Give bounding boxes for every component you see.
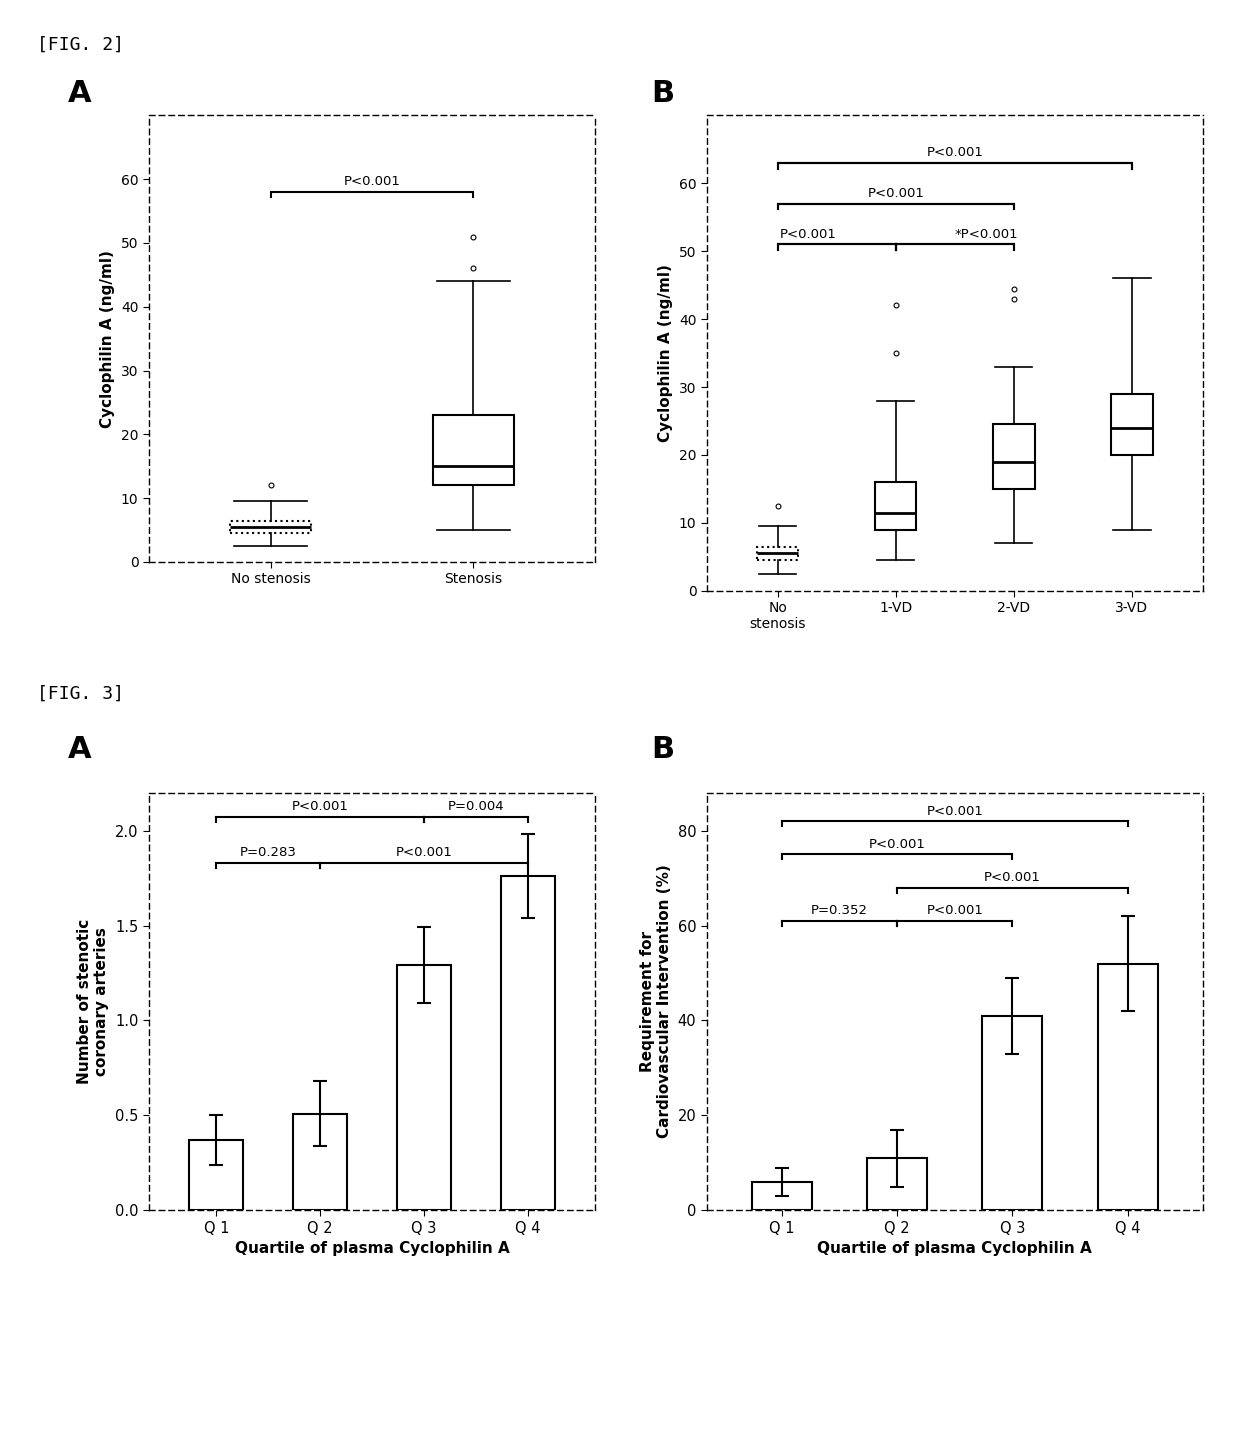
- Bar: [867, 1159, 928, 1210]
- Bar: [229, 520, 311, 533]
- Text: P=0.352: P=0.352: [811, 905, 868, 918]
- Text: [FIG. 2]: [FIG. 2]: [37, 36, 124, 53]
- Y-axis label: Cyclophilin A (ng/ml): Cyclophilin A (ng/ml): [100, 249, 115, 428]
- Text: B: B: [651, 735, 675, 764]
- Text: P<0.001: P<0.001: [926, 146, 983, 159]
- Text: A: A: [68, 735, 92, 764]
- X-axis label: Quartile of plasma Cyclophilin A: Quartile of plasma Cyclophilin A: [234, 1241, 510, 1257]
- Bar: [293, 1114, 347, 1210]
- Bar: [1111, 393, 1153, 455]
- Bar: [501, 876, 554, 1210]
- Text: P<0.001: P<0.001: [926, 905, 983, 918]
- Y-axis label: Number of stenotic
coronary arteries: Number of stenotic coronary arteries: [77, 919, 109, 1084]
- Bar: [1097, 964, 1158, 1210]
- Text: *P<0.001: *P<0.001: [955, 228, 1018, 241]
- Text: A: A: [68, 79, 92, 108]
- Bar: [751, 1182, 812, 1210]
- Text: P<0.001: P<0.001: [869, 837, 925, 852]
- Text: P<0.001: P<0.001: [343, 176, 401, 189]
- Text: P<0.001: P<0.001: [291, 800, 348, 813]
- Bar: [190, 1140, 243, 1210]
- Bar: [756, 546, 799, 561]
- Y-axis label: Cyclophilin A (ng/ml): Cyclophilin A (ng/ml): [658, 264, 673, 442]
- X-axis label: Quartile of plasma Cyclophilin A: Quartile of plasma Cyclophilin A: [817, 1241, 1092, 1257]
- Bar: [993, 425, 1034, 488]
- Bar: [433, 415, 515, 486]
- Y-axis label: Requirement for
Cardiovascular Intervention (%): Requirement for Cardiovascular Intervent…: [640, 865, 672, 1138]
- Text: [FIG. 3]: [FIG. 3]: [37, 684, 124, 702]
- Text: P<0.001: P<0.001: [780, 228, 837, 241]
- Text: P<0.001: P<0.001: [867, 187, 924, 200]
- Bar: [982, 1016, 1043, 1210]
- Bar: [397, 965, 451, 1210]
- Text: P<0.001: P<0.001: [396, 846, 453, 859]
- Bar: [875, 483, 916, 530]
- Text: P<0.001: P<0.001: [926, 804, 983, 817]
- Text: B: B: [651, 79, 675, 108]
- Text: P=0.283: P=0.283: [239, 846, 296, 859]
- Text: P<0.001: P<0.001: [985, 872, 1040, 885]
- Text: P=0.004: P=0.004: [448, 800, 505, 813]
